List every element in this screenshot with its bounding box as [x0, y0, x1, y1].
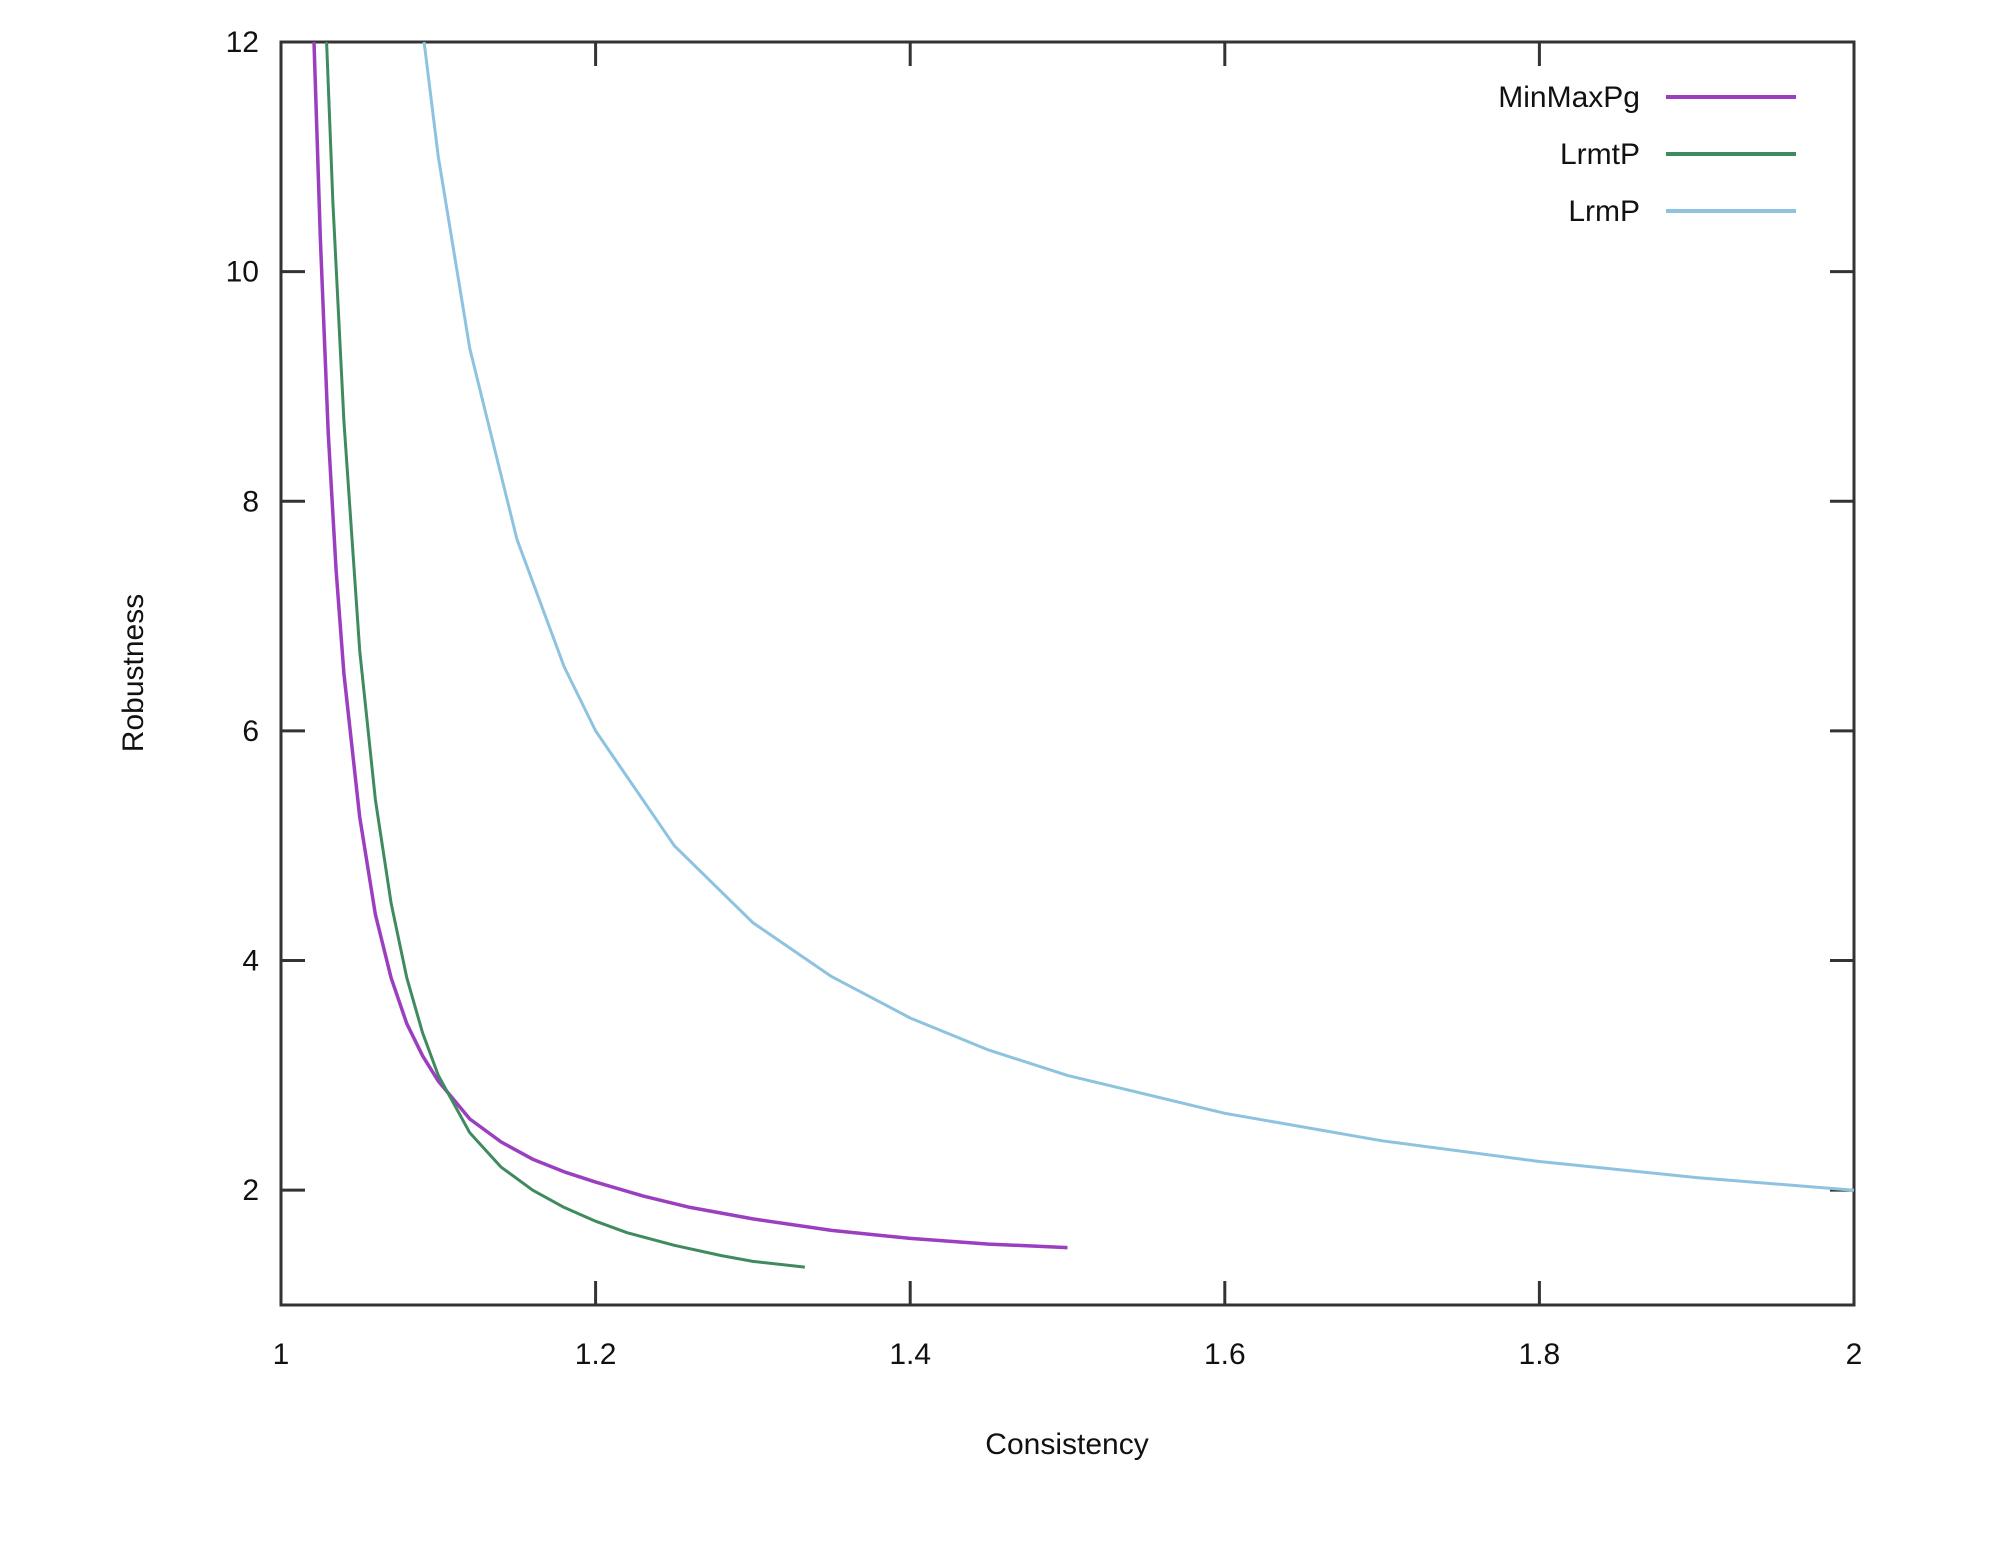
- legend: MinMaxPg LrmtP LrmP: [1498, 81, 1796, 228]
- plot-frame: [279, 40, 1856, 1307]
- y-tick-label: 4: [242, 945, 259, 978]
- legend-label-lrmp: LrmP: [1568, 195, 1640, 228]
- x-tick-label: 1.8: [1519, 1338, 1561, 1371]
- y-tick-label: 2: [242, 1174, 259, 1207]
- y-tick-label: 12: [226, 26, 259, 59]
- series-line-minmaxpg: [312, 41, 1068, 1250]
- axis-ticks: [281, 42, 1854, 1305]
- x-tick-label: 1.6: [1204, 1338, 1246, 1371]
- x-tick-label: 1: [273, 1338, 290, 1371]
- x-tick-label: 1.2: [575, 1338, 617, 1371]
- y-axis-title: Robustness: [117, 594, 150, 752]
- x-tick-label: 2: [1846, 1338, 1863, 1371]
- legend-label-lrmtp: LrmtP: [1560, 138, 1640, 171]
- y-tick-label: 6: [242, 715, 259, 748]
- series-line-lrmp: [422, 41, 1855, 1192]
- legend-label-minmaxpg: MinMaxPg: [1498, 81, 1640, 114]
- x-tick-labels: 1 1.2 1.4 1.6 1.8 2: [273, 1338, 1863, 1371]
- y-tick-label: 10: [226, 256, 259, 289]
- series-lines: [312, 41, 1855, 1269]
- series-line-lrmtp: [325, 41, 805, 1269]
- y-tick-label: 8: [242, 485, 259, 518]
- x-tick-label: 1.4: [889, 1338, 931, 1371]
- x-axis-title: Consistency: [985, 1428, 1148, 1461]
- y-tick-labels: 2 4 6 8 10 12: [226, 26, 259, 1207]
